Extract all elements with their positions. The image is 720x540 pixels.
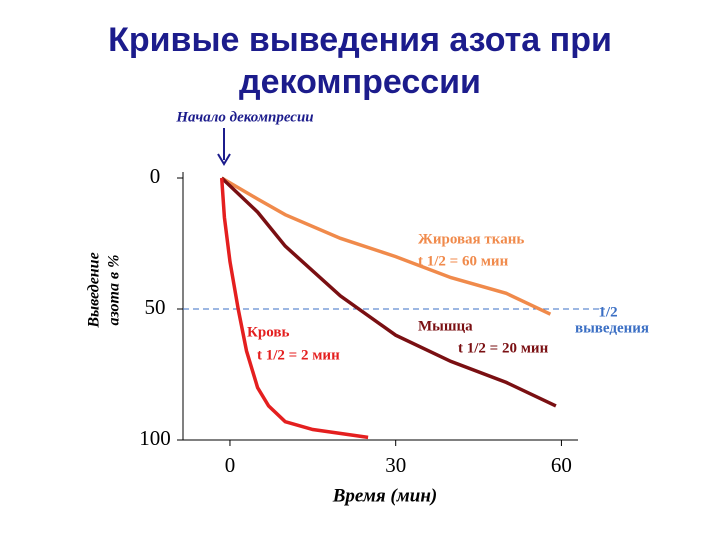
- series-annotation: t 1/2 = 2 мин: [257, 347, 340, 363]
- half-label: выведения: [575, 320, 649, 336]
- title-line: декомпрессии: [239, 63, 481, 101]
- y-label-line: Выведение: [86, 252, 103, 328]
- series-line: [220, 176, 557, 408]
- x-tick-label: 30: [385, 453, 406, 477]
- y-label: Выведение азота в %: [86, 252, 123, 328]
- start-arrowhead: [217, 153, 231, 166]
- series-line: [219, 177, 369, 440]
- y-tick-label: 50: [145, 295, 166, 319]
- series-line: [220, 176, 552, 316]
- y-tick-label: 0: [150, 164, 161, 188]
- start-label: Начало декомпресии: [175, 109, 313, 125]
- x-label: Время (мин): [332, 485, 437, 506]
- x-tick-label: 60: [551, 453, 572, 477]
- x-tick-label: 0: [225, 453, 236, 477]
- half-label: 1/2: [598, 304, 617, 320]
- series-annotation: t 1/2 = 20 мин: [458, 340, 549, 356]
- series-name: Мышца: [418, 318, 473, 334]
- series-name: Кровь: [247, 324, 289, 340]
- y-label-line: азота в %: [106, 255, 123, 326]
- series-annotation: t 1/2 = 60 мин: [418, 253, 509, 269]
- series-name: Жировая ткань: [418, 231, 524, 247]
- title-line: Кривые выведения азота при: [108, 21, 612, 59]
- y-tick-label: 100: [139, 426, 171, 450]
